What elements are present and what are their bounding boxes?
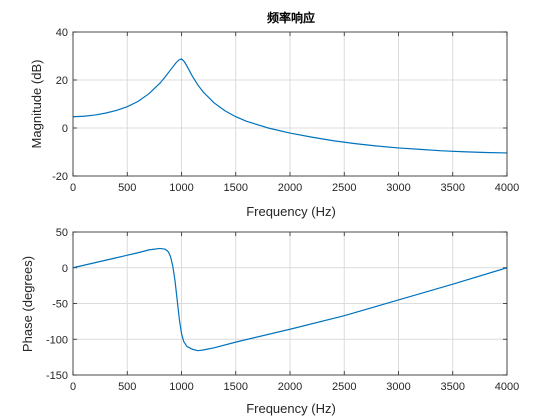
magnitude-y-tick-label: 0 bbox=[62, 123, 68, 135]
phase-x-tick-label: 1000 bbox=[169, 381, 193, 393]
magnitude-plot: 频率响应 Frequency (Hz) Magnitude (dB) 0 500 1… bbox=[29, 10, 519, 219]
magnitude-axes-frame bbox=[72, 31, 508, 177]
phase-y-tick-label: -100 bbox=[46, 334, 68, 346]
magnitude-y-tick-label: -20 bbox=[52, 171, 68, 183]
magnitude-x-tick-label: 1000 bbox=[169, 182, 193, 194]
magnitude-x-tick-label: 1500 bbox=[224, 182, 248, 194]
magnitude-series-line bbox=[72, 58, 508, 154]
phase-x-tick-label: 1500 bbox=[224, 381, 248, 393]
phase-plot: Frequency (Hz) Phase (degrees) 0 500 1000 1… bbox=[20, 227, 519, 416]
magnitude-y-tick-label: 20 bbox=[56, 75, 68, 87]
phase-x-tick-label: 3000 bbox=[386, 381, 410, 393]
magnitude-x-tick-label: 2500 bbox=[332, 182, 356, 194]
phase-y-tick-label: 50 bbox=[56, 227, 68, 239]
phase-series-line bbox=[72, 247, 508, 352]
phase-axes-frame bbox=[72, 231, 508, 376]
magnitude-x-tick-label: 2000 bbox=[278, 182, 302, 194]
phase-x-tick-label: 2000 bbox=[278, 381, 302, 393]
phase-x-tick-label: 0 bbox=[70, 381, 76, 393]
phase-x-tick-label: 500 bbox=[118, 381, 136, 393]
phase-y-tick-label: 0 bbox=[62, 263, 68, 275]
phase-x-axis-label: Frequency (Hz) bbox=[246, 401, 336, 416]
magnitude-x-tick-label: 3500 bbox=[441, 182, 465, 194]
magnitude-x-axis-label: Frequency (Hz) bbox=[246, 204, 336, 219]
phase-y-tick-label: -50 bbox=[52, 299, 68, 311]
phase-y-tick-label: -150 bbox=[46, 370, 68, 382]
phase-y-axis-label: Phase (degrees) bbox=[20, 256, 35, 352]
magnitude-x-tick-label: 4000 bbox=[495, 182, 519, 194]
phase-x-tick-label: 2500 bbox=[332, 381, 356, 393]
phase-x-tick-label: 3500 bbox=[441, 381, 465, 393]
magnitude-x-tick-label: 0 bbox=[70, 182, 76, 194]
magnitude-plot-title: 频率响应 bbox=[267, 10, 315, 25]
phase-x-tick-label: 4000 bbox=[495, 381, 519, 393]
magnitude-y-tick-label: 40 bbox=[56, 27, 68, 39]
magnitude-x-tick-label: 3000 bbox=[386, 182, 410, 194]
magnitude-y-axis-label: Magnitude (dB) bbox=[29, 60, 44, 149]
magnitude-x-tick-label: 500 bbox=[118, 182, 136, 194]
